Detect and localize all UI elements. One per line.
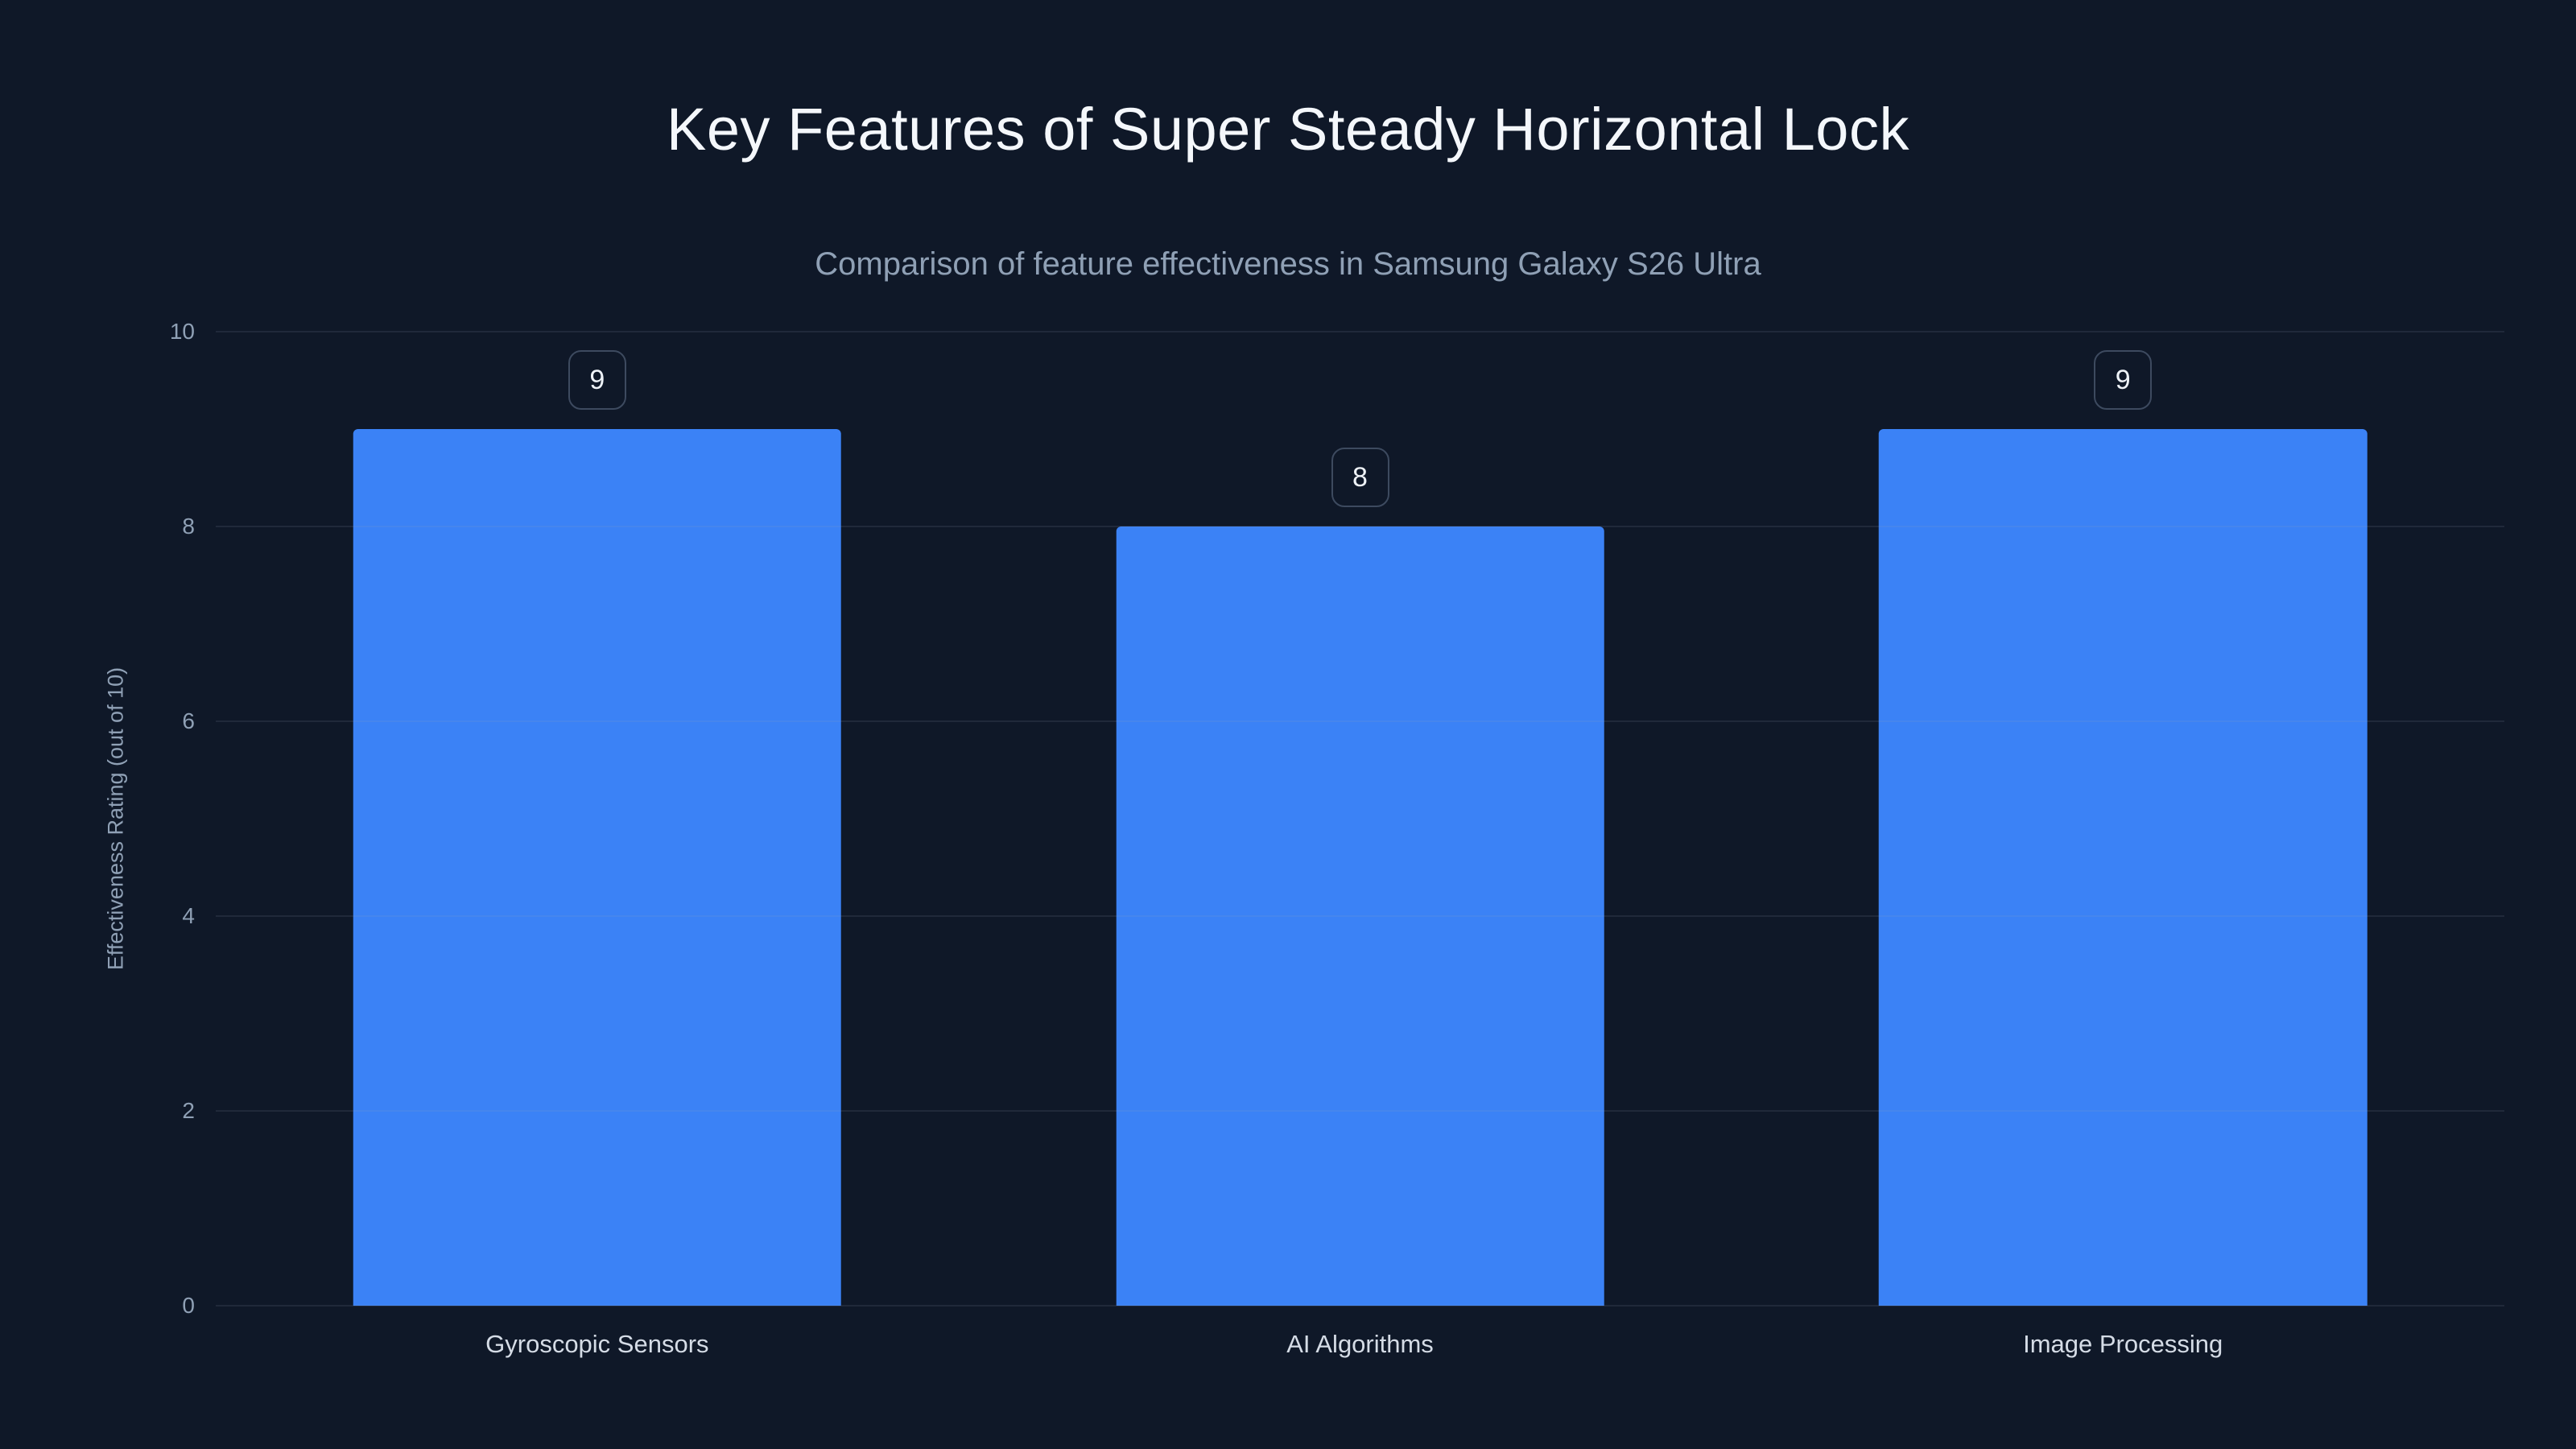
x-axis-category-label: Gyroscopic Sensors (485, 1330, 709, 1358)
plot-area: 9 8 9 (216, 331, 2504, 1307)
y-axis-tick-label: 6 (182, 708, 195, 733)
chart-subtitle: Comparison of feature effectiveness in S… (815, 246, 1761, 282)
y-axis-tick-label: 10 (169, 319, 195, 344)
bar-slot: 8 (979, 332, 1742, 1306)
bar (1878, 429, 2368, 1306)
gridline (216, 915, 2504, 917)
gridline (216, 720, 2504, 722)
y-axis-tick-rail: 0 2 4 6 8 10 (0, 320, 195, 1317)
bar (1116, 526, 1604, 1306)
bar (353, 429, 842, 1306)
x-axis-category-label: Image Processing (2023, 1330, 2223, 1358)
bar-value-badge: 8 (1331, 448, 1389, 507)
bar-slot: 9 (216, 332, 979, 1306)
bar-value-badge: 9 (568, 350, 626, 410)
x-axis-category-label: AI Algorithms (1286, 1330, 1434, 1358)
y-axis-tick-label: 0 (182, 1293, 195, 1318)
gridline (216, 331, 2504, 332)
bars-layer: 9 8 9 (216, 332, 2504, 1306)
x-axis-category-labels: Gyroscopic Sensors AI Algorithms Image Pro… (216, 1330, 2504, 1359)
gridline (216, 1305, 2504, 1307)
y-axis-tick-label: 4 (182, 903, 195, 928)
bar-value-badge: 9 (2094, 350, 2153, 410)
gridline (216, 1110, 2504, 1112)
gridline (216, 526, 2504, 527)
y-axis-tick-label: 2 (182, 1098, 195, 1123)
y-axis-tick-label: 8 (182, 514, 195, 539)
bar-slot: 9 (1741, 332, 2504, 1306)
chart-title: Key Features of Super Steady Horizontal … (667, 96, 1909, 163)
